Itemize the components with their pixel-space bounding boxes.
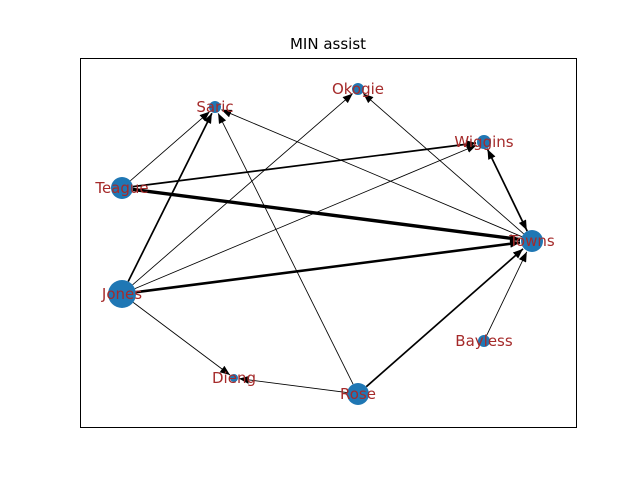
edges-layer — [127, 93, 528, 394]
edge-wiggins-to-towns — [486, 148, 528, 231]
edge-jones-to-wiggins — [134, 144, 477, 289]
edge-jones-to-dieng — [132, 302, 231, 376]
edge-jones-to-towns — [135, 239, 521, 294]
chart-title: MIN assist — [290, 35, 366, 53]
node-wiggins — [477, 135, 491, 149]
node-label-dieng: Dieng — [212, 369, 256, 387]
edge-bayless-to-towns — [486, 251, 528, 336]
plot-frame — [80, 58, 577, 428]
node-okogie — [352, 83, 364, 95]
edge-towns-to-okogie — [363, 93, 524, 235]
edge-teague-to-saric — [130, 111, 210, 182]
node-label-jones: Jones — [101, 285, 142, 303]
edge-rose-to-towns — [365, 248, 524, 388]
node-label-okogie: Okogie — [332, 80, 384, 98]
node-label-wiggins: Wiggins — [454, 133, 513, 151]
edge-teague-to-towns — [132, 187, 521, 243]
edge-rose-to-saric — [217, 113, 354, 385]
node-saric — [209, 101, 221, 113]
labels-layer: Saric Okogie Wiggins Teague Towns Jones Bayles… — [94, 80, 555, 403]
node-bayless — [478, 335, 490, 347]
node-label-towns: Towns — [508, 232, 555, 250]
node-label-rose: Rose — [340, 385, 376, 403]
node-towns — [521, 230, 543, 252]
node-dieng — [230, 374, 238, 382]
node-rose — [347, 383, 369, 405]
node-label-bayless: Bayless — [455, 332, 513, 350]
edge-rose-to-dieng — [238, 375, 348, 394]
edge-towns-to-saric — [221, 109, 523, 238]
node-teague — [111, 177, 133, 199]
node-jones — [108, 280, 136, 308]
nodes-layer — [108, 83, 543, 405]
node-label-teague: Teague — [94, 179, 148, 197]
node-label-saric: Saric — [196, 98, 233, 116]
edge-jones-to-saric — [127, 112, 213, 282]
edge-teague-to-wiggins — [132, 140, 477, 188]
edge-jones-to-okogie — [132, 93, 353, 286]
